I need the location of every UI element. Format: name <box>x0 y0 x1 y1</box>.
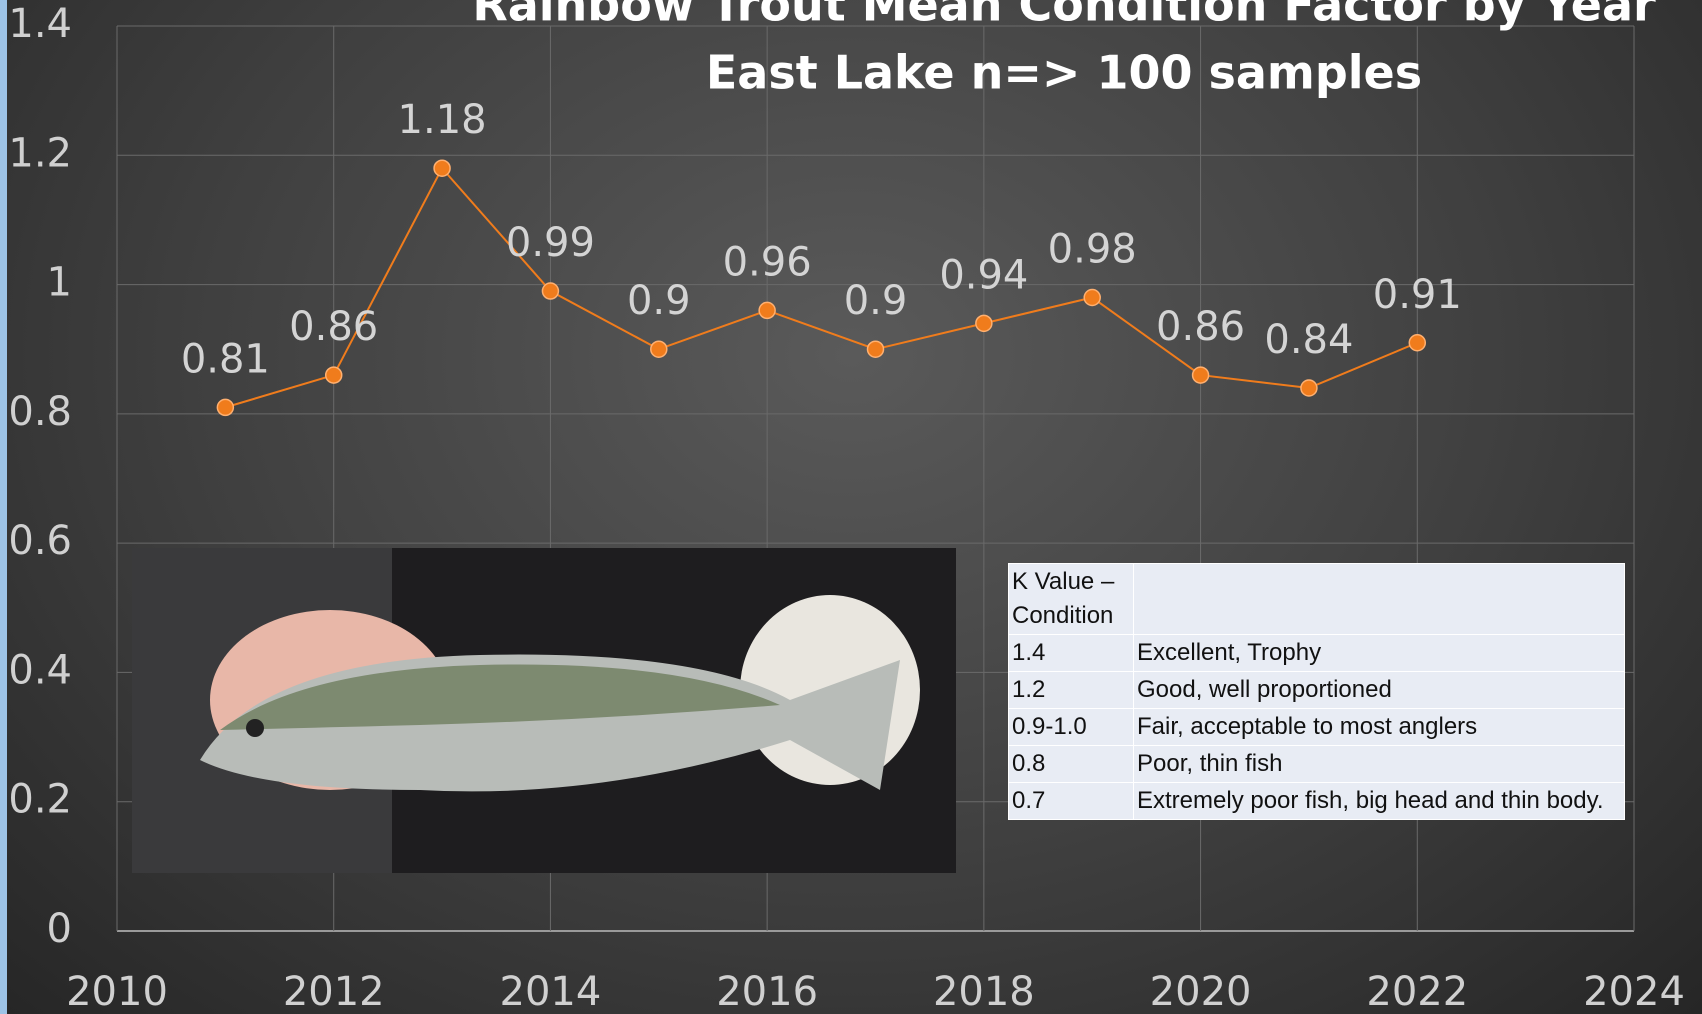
table-cell: 1.4 <box>1008 634 1134 672</box>
y-tick-label: 0.6 <box>8 518 72 564</box>
data-label: 0.81 <box>181 336 270 382</box>
data-point <box>866 340 885 358</box>
x-tick-label: 2024 <box>1583 969 1685 1014</box>
data-label: 0.84 <box>1264 317 1353 363</box>
table-row: 1.4 Excellent, Trophy <box>1008 634 1625 672</box>
table-cell: Good, well proportioned <box>1133 671 1625 709</box>
x-tick-label: 2010 <box>66 969 168 1014</box>
y-tick-label: 0.2 <box>8 777 72 823</box>
data-point <box>324 366 343 384</box>
table-cell: Extremely poor fish, big head and thin b… <box>1133 782 1625 820</box>
data-point <box>1300 379 1318 397</box>
table-row: 1.2 Good, well proportioned <box>1008 671 1625 709</box>
table-row: K Value – Condition <box>1008 563 1625 635</box>
data-point <box>758 301 776 320</box>
x-tick-label: 2012 <box>283 969 385 1014</box>
table-cell <box>1133 563 1625 635</box>
table-cell: 0.9-1.0 <box>1008 708 1134 746</box>
accent-strip <box>0 0 7 1014</box>
data-label: 0.9 <box>844 278 908 324</box>
chart-subtitle: East Lake n=> 100 samples <box>706 46 1422 100</box>
data-point <box>1408 334 1427 352</box>
data-point <box>1191 366 1210 384</box>
x-tick-label: 2016 <box>716 969 818 1014</box>
y-tick-label: 0 <box>47 906 72 952</box>
table-cell: Excellent, Trophy <box>1133 634 1625 672</box>
x-tick-label: 2014 <box>500 969 602 1014</box>
y-tick-label: 0.4 <box>8 647 72 693</box>
table-row: 0.9-1.0 Fair, acceptable to most anglers <box>1008 708 1625 746</box>
data-label: 0.91 <box>1373 272 1462 318</box>
y-tick-label: 0.8 <box>8 389 72 435</box>
data-point <box>216 398 235 417</box>
data-label: 0.9 <box>627 278 691 324</box>
table-row: 0.8 Poor, thin fish <box>1008 745 1625 783</box>
data-label: 0.99 <box>506 220 595 266</box>
table-cell: Fair, acceptable to most anglers <box>1133 708 1625 746</box>
x-tick-label: 2020 <box>1150 969 1252 1014</box>
data-label: 0.94 <box>939 252 1028 298</box>
table-cell: 0.7 <box>1008 782 1134 820</box>
fish-photo <box>132 548 956 873</box>
chart-title: Rainbow Trout Mean Condition Factor by Y… <box>472 0 1656 32</box>
x-tick-label: 2018 <box>933 969 1035 1014</box>
table-cell: 0.8 <box>1008 745 1134 783</box>
data-point <box>1083 288 1101 307</box>
y-tick-label: 1.4 <box>8 1 72 47</box>
y-tick-label: 1.2 <box>8 130 72 176</box>
data-point <box>541 282 560 300</box>
table-cell: K Value – Condition <box>1008 563 1134 635</box>
table-cell: Poor, thin fish <box>1133 745 1625 783</box>
y-tick-label: 1 <box>47 260 72 306</box>
data-point <box>433 159 451 177</box>
data-point <box>650 340 668 358</box>
data-label: 0.96 <box>723 239 812 285</box>
data-label: 0.98 <box>1048 227 1137 273</box>
table-row: 0.7 Extremely poor fish, big head and thi… <box>1008 782 1625 820</box>
data-label: 0.86 <box>1156 304 1245 350</box>
data-point <box>975 314 993 333</box>
data-label: 1.18 <box>398 97 487 143</box>
data-label: 0.86 <box>289 304 378 350</box>
series-line <box>225 166 1418 409</box>
table-cell: 1.2 <box>1008 671 1134 709</box>
x-tick-label: 2022 <box>1366 969 1468 1014</box>
k-value-table: K Value – Condition 1.4 Excellent, Trophy 1… <box>1008 563 1625 820</box>
